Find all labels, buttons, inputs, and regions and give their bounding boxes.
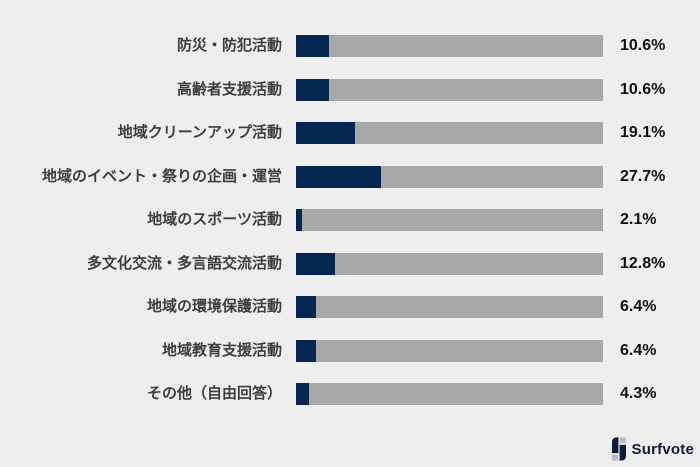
bar-track [296, 165, 603, 188]
bar-row: 地域の環境保護活動 6.4% [0, 296, 700, 318]
bar-track [296, 35, 603, 57]
category-label: 地域の環境保護活動 [146, 298, 282, 315]
bar-fill [296, 122, 355, 144]
bar-track [296, 209, 603, 231]
category-label: 地域教育支援活動 [161, 341, 282, 359]
surfvote-logo-text: Surfvote [631, 440, 694, 458]
bar-fill [296, 35, 329, 57]
bar-fill [296, 78, 329, 101]
category-label: その他（自由回答） [146, 385, 282, 402]
value-label: 12.8% [620, 254, 666, 272]
value-label: 19.1% [620, 124, 666, 141]
bar-row: 地域教育支援活動 6.4% [0, 339, 700, 362]
value-label: 6.4% [620, 341, 657, 359]
value-label: 10.6% [620, 37, 666, 54]
bar-row: 地域クリーンアップ活動 19.1% [0, 122, 700, 144]
category-label: 地域クリーンアップ活動 [117, 124, 282, 141]
bar-row: その他（自由回答） 4.3% [0, 383, 700, 405]
surfvote-logo: Surfvote [611, 437, 694, 461]
value-label: 10.6% [620, 80, 666, 98]
bar-fill [296, 339, 316, 362]
bar-row: 防災・防犯活動 10.6% [0, 35, 700, 57]
bar-row: 多文化交流・多言語交流活動 12.8% [0, 252, 700, 275]
category-label: 防災・防犯活動 [176, 37, 282, 54]
value-label: 6.4% [620, 298, 657, 315]
bar-track [296, 252, 603, 275]
value-label: 27.7% [620, 167, 666, 185]
category-label: 地域のスポーツ活動 [147, 211, 282, 228]
category-label: 高齢者支援活動 [176, 80, 282, 98]
bar-row: 高齢者支援活動 10.6% [0, 78, 700, 101]
bar-fill [296, 165, 382, 188]
bar-track [296, 296, 603, 318]
value-label: 4.3% [620, 385, 657, 402]
bar-fill [296, 296, 316, 318]
category-label: 地域のイベント・祭りの企画・運営 [41, 167, 282, 185]
bar-fill [296, 209, 303, 231]
category-label: 多文化交流・多言語交流活動 [86, 254, 282, 272]
bar-track [296, 339, 603, 362]
bar-fill [296, 383, 310, 405]
bar-row: 地域のイベント・祭りの企画・運営 27.7% [0, 165, 700, 188]
bar-track [296, 383, 603, 405]
bar-fill [296, 252, 336, 275]
value-label: 2.1% [620, 211, 657, 228]
surfvote-logo-icon [611, 437, 626, 461]
bar-row: 地域のスポーツ活動 2.1% [0, 209, 700, 231]
bar-track [296, 78, 603, 101]
bar-chart: 防災・防犯活動 10.6% 高齢者支援活動 10.6% 地域クリーンアップ活動 … [0, 35, 700, 405]
bar-track [296, 122, 603, 144]
